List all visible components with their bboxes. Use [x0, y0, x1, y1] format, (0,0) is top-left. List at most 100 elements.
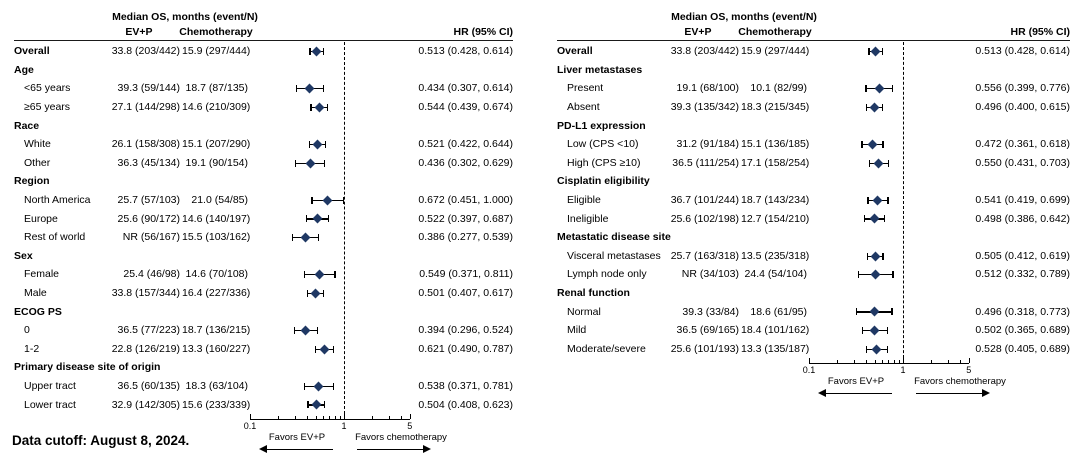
ci-cap-right	[886, 327, 888, 334]
hr-ci-value: 0.498 (0.386, 0.642)	[975, 212, 1070, 225]
favors-left-label: Favors EV+P	[268, 432, 326, 443]
axis-tick	[903, 358, 904, 364]
forest-row: 1-2 22.8 (126/219) 13.3 (160/227) 0.621 (0.…	[0, 340, 537, 359]
evp-value: 26.1 (158/308)	[111, 138, 180, 151]
forest-row: Rest of world NR (56/167) 15.5 (103/162) 0.…	[0, 228, 537, 247]
hr-ci-value: 0.550 (0.431, 0.703)	[975, 156, 1070, 169]
row-label: Liver metastases	[557, 63, 643, 76]
ci-cap-left	[865, 85, 867, 93]
row-label: Primary disease site of origin	[14, 361, 161, 374]
row-label: Mild	[567, 324, 587, 337]
forest-row: North America 25.7 (57/103) 21.0 (54/85) 0.…	[0, 191, 537, 210]
chemotherapy-column-header: Chemotherapy	[179, 26, 253, 38]
row-label: 0	[24, 324, 30, 337]
evp-value: 36.5 (69/165)	[676, 324, 739, 337]
ci-cap-right	[334, 271, 336, 279]
axis-tick	[306, 416, 308, 419]
hr-point-diamond	[871, 344, 882, 355]
forest-group-row: Race	[0, 116, 537, 135]
favors-left-label: Favors EV+P	[827, 376, 885, 388]
ci-cap-right	[882, 252, 884, 260]
row-label: Lymph node only	[567, 268, 647, 281]
ci-cap-left	[307, 401, 309, 409]
row-label: Overall	[557, 45, 593, 58]
ci-cap-left	[309, 48, 311, 55]
hr-ci-value: 0.512 (0.332, 0.789)	[975, 268, 1070, 281]
ci-cap-left	[861, 327, 864, 334]
chemo-value: 18.4 (101/162)	[741, 324, 810, 337]
row-label: Region	[14, 175, 50, 188]
ci-cap-left	[866, 252, 868, 260]
forest-row: Lower tract 32.9 (142/305) 15.6 (233/339) 0…	[0, 395, 537, 414]
hr-point-diamond	[311, 399, 321, 410]
hr-ci-value: 0.496 (0.400, 0.615)	[975, 101, 1070, 114]
forest-row: Moderate/severe 25.6 (101/193) 13.3 (135/1…	[543, 340, 1080, 359]
forest-group-row: ECOG PS	[0, 302, 537, 321]
row-label: Ineligible	[567, 212, 609, 225]
axis-tick	[372, 416, 374, 419]
chemo-value: 10.1 (82/99)	[750, 82, 807, 95]
median-os-header: Median OS, months (event/N)	[671, 11, 817, 23]
forest-row: Absent 39.3 (135/342) 18.3 (215/345) 0.496 …	[543, 98, 1080, 117]
forest-group-row: PD-L1 expression	[543, 116, 1080, 135]
favors-left-arrow	[818, 389, 892, 398]
row-label: Europe	[24, 212, 58, 225]
hr-ci-value: 0.528 (0.405, 0.689)	[975, 342, 1070, 355]
favors-right-arrow	[357, 445, 431, 454]
row-label: Present	[567, 82, 604, 95]
forest-row: Low (CPS <10) 31.2 (91/184) 15.1 (136/185)…	[543, 135, 1080, 154]
ci-cap-right	[882, 48, 884, 55]
hr-ci-value: 0.502 (0.365, 0.689)	[975, 324, 1070, 337]
hr-ci-value: 0.513 (0.428, 0.614)	[418, 45, 513, 58]
hr-point-diamond	[304, 83, 315, 94]
forest-row: 0 36.5 (77/223) 18.7 (136/215) 0.394 (0.296…	[0, 321, 537, 340]
axis-tick	[315, 416, 317, 419]
chemo-value: 13.3 (135/187)	[741, 342, 810, 355]
row-label: High (CPS ≥10)	[567, 156, 641, 169]
header-rule	[14, 40, 513, 42]
hr-ci-value: 0.504 (0.408, 0.623)	[418, 398, 513, 411]
forest-panel-right: Median OS, months (event/N) EV+P Chemother…	[543, 0, 1080, 463]
axis-tick	[947, 360, 949, 364]
forest-row: Overall 33.8 (203/442) 15.9 (297/444) 0.513…	[0, 42, 537, 61]
evp-value: 36.5 (111/254)	[672, 156, 739, 169]
hr-ci-value: 0.538 (0.371, 0.781)	[418, 380, 513, 393]
evp-value: 25.6 (102/198)	[670, 212, 739, 225]
evp-value: 19.1 (68/100)	[676, 82, 739, 95]
forest-row: Lymph node only NR (34/103) 24.4 (54/104) 0…	[543, 265, 1080, 284]
hr-column-header: HR (95% CI)	[1010, 26, 1070, 38]
hr-ci-value: 0.513 (0.428, 0.614)	[975, 45, 1070, 58]
hr-point-diamond	[874, 83, 884, 94]
hr-point-diamond	[870, 46, 881, 57]
axis-tick	[837, 360, 839, 364]
hr-point-diamond	[873, 158, 884, 169]
ci-cap-left	[861, 141, 863, 148]
ci-cap-right	[882, 103, 884, 111]
header-rule	[557, 40, 1070, 42]
evp-value: NR (34/103)	[681, 268, 739, 281]
ci-cap-right	[327, 215, 329, 223]
axis-tick	[388, 416, 390, 419]
evp-value: 25.7 (57/103)	[117, 194, 180, 207]
hr-point-diamond	[310, 288, 321, 299]
hr-ci-value: 0.549 (0.371, 0.811)	[419, 268, 513, 281]
row-label: Sex	[14, 249, 33, 262]
evp-value: 36.7 (101/244)	[670, 194, 739, 207]
forest-row: High (CPS ≥10) 36.5 (111/254) 17.1 (158/25…	[543, 154, 1080, 173]
axis-tick	[898, 360, 900, 364]
axis-tick	[278, 416, 280, 419]
hr-point-diamond	[869, 306, 880, 317]
ci-cap-right	[326, 103, 329, 111]
chemo-value: 19.1 (90/154)	[185, 156, 248, 169]
chemo-value: 16.4 (227/336)	[182, 287, 251, 300]
ci-cap-left	[857, 271, 860, 279]
forest-row: Mild 36.5 (69/165) 18.4 (101/162) 0.502 (0.…	[543, 321, 1080, 340]
row-label: Normal	[567, 305, 601, 318]
evp-value: 36.5 (60/135)	[117, 380, 180, 393]
row-label: ≥65 years	[24, 101, 71, 114]
forest-row: Overall 33.8 (203/442) 15.9 (297/444) 0.513…	[543, 42, 1080, 61]
forest-row: Male 33.8 (157/344) 16.4 (227/336) 0.501 (0…	[0, 284, 537, 303]
row-label: Absent	[567, 101, 600, 114]
ci-cap-right	[892, 271, 894, 279]
data-cutoff-note: Data cutoff: August 8, 2024.	[12, 433, 190, 448]
